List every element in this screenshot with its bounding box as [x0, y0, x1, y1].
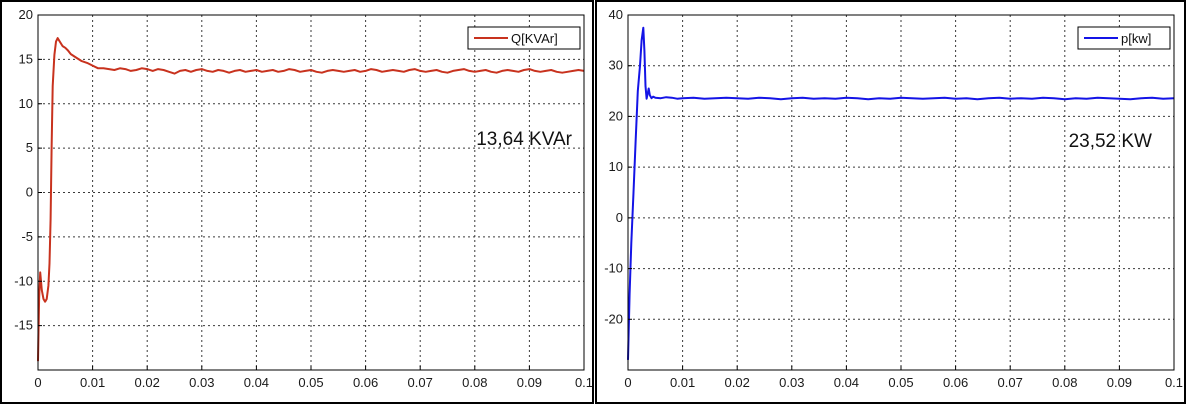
series-line-q [37, 37, 585, 362]
chart-q-x-ticks: 0 0.01 0.02 0.03 0.04 0.05 0.06 0.07 0.08 0.09 0.1 [34, 366, 593, 390]
x-tick-label: 0.01 [670, 375, 695, 390]
x-tick-label: 0.03 [779, 375, 804, 390]
x-tick-label: 0.07 [408, 375, 433, 390]
y-tick-label: -20 [604, 311, 623, 326]
x-tick-label: 0.04 [244, 375, 269, 390]
y-tick-label: 40 [609, 7, 623, 22]
x-tick-label: 0.08 [1052, 375, 1077, 390]
chart-q: 0 0.01 0.02 0.03 0.04 0.05 0.06 0.07 0.08 0.09 0.1… [14, 7, 593, 390]
x-tick-label: 0.05 [888, 375, 913, 390]
y-tick-label: 0 [26, 185, 33, 200]
x-tick-label: 0.07 [998, 375, 1023, 390]
x-tick-label: 0.1 [1165, 375, 1183, 390]
x-tick-label: 0.06 [353, 375, 378, 390]
legend-box-q [467, 26, 581, 50]
y-tick-label: 20 [609, 108, 623, 123]
y-tick-label: -5 [21, 229, 33, 244]
x-tick-label: 0.02 [135, 375, 160, 390]
x-tick-label: 0.02 [725, 375, 750, 390]
x-tick-label: 0 [34, 375, 41, 390]
chart-q-legend: Q[KVAr] [467, 26, 581, 50]
chart-p-grid [628, 15, 1174, 370]
x-tick-label: 0.06 [943, 375, 968, 390]
y-tick-label: -10 [14, 273, 33, 288]
x-tick-label: 0.1 [575, 375, 593, 390]
x-tick-label: 0.01 [80, 375, 105, 390]
chart-q-y-ticks: -15 -10 -5 0 5 10 15 20 [14, 7, 42, 333]
y-tick-label: -10 [604, 261, 623, 276]
left-panel-frame [0, 0, 594, 404]
y-tick-label: -15 [14, 318, 33, 333]
x-tick-label: 0.05 [298, 375, 323, 390]
x-tick-label: 0.03 [189, 375, 214, 390]
legend-label-p: p[kw] [1121, 31, 1151, 46]
chart-q-grid [38, 15, 584, 370]
annotation-q: 13,64 KVAr [476, 129, 572, 150]
chart-p-y-ticks: -20 -10 0 10 20 30 40 [604, 7, 632, 326]
chart-p: 0 0.01 0.02 0.03 0.04 0.05 0.06 0.07 0.08 0.09 0.1… [604, 7, 1183, 390]
y-tick-label: 10 [19, 96, 33, 111]
x-tick-label: 0.04 [834, 375, 859, 390]
legend-box-p [1077, 26, 1171, 50]
right-panel-frame [595, 0, 1186, 404]
y-tick-label: 20 [19, 7, 33, 22]
annotation-p: 23,52 KW [1069, 131, 1152, 152]
y-tick-label: 10 [609, 159, 623, 174]
y-tick-label: 5 [26, 140, 33, 155]
x-tick-label: 0.08 [462, 375, 487, 390]
legend-label-q: Q[KVAr] [511, 31, 558, 46]
x-tick-label: 0.09 [517, 375, 542, 390]
chart-p-legend: p[kw] [1077, 26, 1171, 50]
x-tick-label: 0 [624, 375, 631, 390]
chart-p-x-ticks: 0 0.01 0.02 0.03 0.04 0.05 0.06 0.07 0.08 0.09 0.1 [624, 366, 1183, 390]
series-line-p [627, 26, 1175, 360]
x-tick-label: 0.09 [1107, 375, 1132, 390]
y-tick-label: 0 [616, 210, 623, 225]
y-tick-label: 30 [609, 58, 623, 73]
y-tick-label: 15 [19, 51, 33, 66]
